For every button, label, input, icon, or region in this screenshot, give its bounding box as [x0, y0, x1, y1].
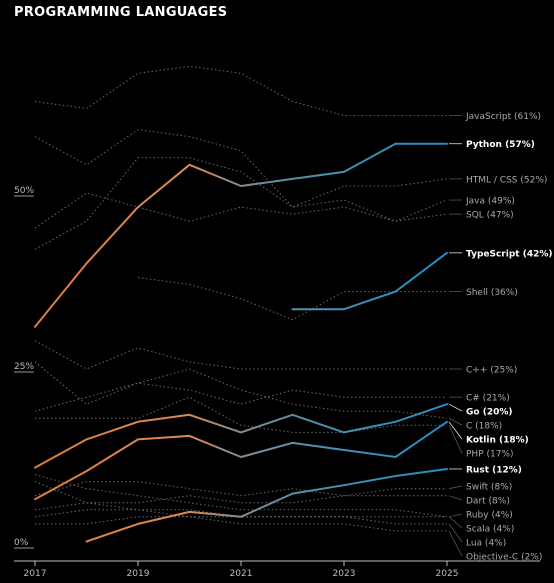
end-label-lua-4: Lua (4%): [466, 539, 506, 549]
end-label-swift-8: Swift (8%): [466, 483, 512, 493]
context-line-scala-4: [34, 509, 447, 518]
end-label-typescript-42: TypeScript (42%): [466, 249, 552, 259]
y-tick-label: 0%: [14, 538, 29, 548]
end-label-shell-36: Shell (36%): [466, 288, 518, 298]
y-axis-ticks: 0% 25% 50%: [14, 186, 34, 549]
context-series-group: [34, 65, 448, 532]
end-label-leader: [448, 530, 463, 557]
context-line-ruby-4: [34, 474, 448, 518]
context-line-php-17: [35, 396, 447, 433]
x-tick-label: 2017: [24, 569, 47, 579]
end-label-go-20: Go (20%): [466, 408, 512, 418]
end-label-python-57: Python (57%): [466, 140, 535, 150]
end-label-sql-47: SQL (47%): [466, 211, 514, 221]
end-label-leader: [448, 523, 463, 543]
end-label-leader: [448, 421, 463, 440]
series-end-labels: JavaScript (61%) Python (57%) HTML / CSS (…: [448, 112, 552, 563]
end-label-leader: [448, 513, 463, 518]
series-line-go: [34, 403, 448, 469]
series-line-rust: [85, 468, 448, 543]
context-line-java-49: [34, 192, 448, 229]
y-tick-label: 25%: [14, 362, 34, 372]
x-tick-label: 2023: [333, 569, 356, 579]
end-label-html-css-52: HTML / CSS (52%): [466, 175, 547, 185]
end-label-c-21: C# (21%): [466, 394, 510, 404]
x-tick-label: 2021: [230, 569, 253, 579]
context-line-c-21: [34, 361, 447, 405]
context-line-sql-47: [34, 157, 448, 250]
x-tick-label: 2025: [436, 569, 459, 579]
context-line-shell-36: [137, 277, 447, 321]
end-label-php-17: PHP (17%): [466, 450, 514, 460]
end-label-javascript-61: JavaScript (61%): [465, 112, 541, 122]
x-axis: 2017 2019 2021 2023 2025: [14, 560, 540, 579]
end-label-leader: [448, 403, 463, 412]
context-line-objective-c-2: [34, 481, 447, 532]
context-line-javascript-61: [34, 65, 447, 117]
context-line-html-css-52: [34, 129, 448, 208]
end-label-leader: [448, 417, 463, 426]
context-line-c-18: [34, 368, 448, 419]
end-label-c-18: C (18%): [466, 422, 502, 432]
series-line-python: [34, 142, 448, 328]
end-label-c-25: C++ (25%): [466, 366, 517, 376]
end-label-leader: [448, 495, 463, 501]
end-label-dart-8: Dart (8%): [466, 497, 510, 507]
end-label-kotlin-18: Kotlin (18%): [466, 436, 529, 446]
x-tick-label: 2019: [127, 569, 150, 579]
series-line-kotlin: [34, 420, 448, 501]
end-label-leader: [448, 425, 463, 454]
highlighted-series-group: [34, 142, 448, 543]
context-line-c-25: [34, 340, 447, 370]
end-label-leader: [448, 516, 463, 529]
end-label-ruby-4: Ruby (4%): [466, 511, 513, 521]
chart-title: PROGRAMMING LANGUAGES: [14, 5, 228, 20]
end-label-leader: [448, 485, 463, 490]
end-label-java-49: Java (49%): [465, 197, 515, 207]
end-label-scala-4: Scala (4%): [466, 525, 514, 535]
y-tick-label: 50%: [14, 186, 34, 196]
context-line-swift-8: [34, 481, 447, 497]
end-label-rust-12: Rust (12%): [466, 465, 522, 475]
context-line-lua-4: [35, 516, 447, 525]
series-line-typescript: [291, 251, 448, 311]
context-line-dart-8: [34, 495, 447, 511]
end-label-objective-c-2: Objective-C (2%): [466, 553, 542, 563]
